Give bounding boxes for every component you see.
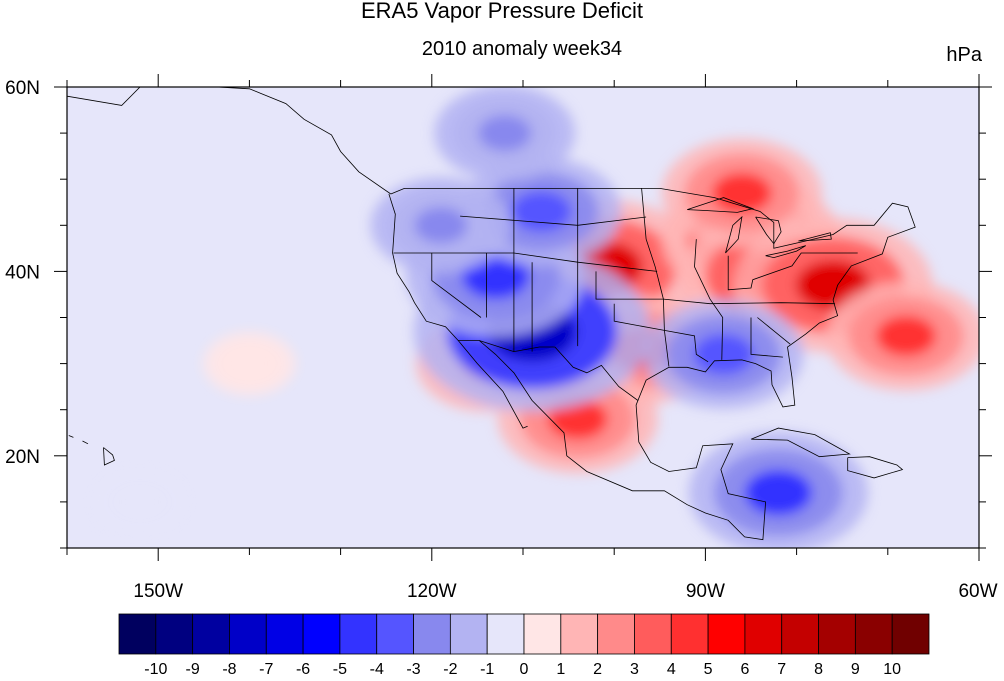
y-tick-label: 60N — [5, 78, 40, 99]
colorbar-swatch — [449, 613, 488, 655]
colorbar-swatch — [744, 613, 783, 655]
hawaii-outline — [103, 447, 115, 466]
cuba-outline — [750, 427, 851, 458]
axis-ticks: 150W 120W 90W 60W 60N 40N 20N — [5, 74, 998, 602]
anomaly-core-4 — [711, 172, 772, 214]
colorbar-label: -5 — [333, 661, 347, 678]
hawaii-outline — [68, 435, 74, 438]
anomaly-core-12 — [414, 207, 468, 244]
anomaly-field — [67, 87, 979, 548]
colorbar-label: -8 — [222, 661, 236, 678]
hispaniola-outline — [847, 456, 904, 479]
colorbar-label: -10 — [144, 661, 167, 678]
units-label: hPa — [946, 44, 982, 66]
colorbar-swatch — [486, 613, 525, 655]
lake-michigan — [725, 215, 743, 254]
us-outline — [388, 188, 916, 408]
colorbar-swatch — [302, 613, 341, 655]
colorbar-label: -9 — [186, 661, 200, 678]
state-line — [694, 239, 724, 360]
lake-superior — [687, 197, 755, 213]
colorbar-label: -7 — [259, 661, 273, 678]
y-tick-label: 40N — [5, 262, 40, 283]
state-line — [727, 252, 858, 291]
anomaly-core-11 — [511, 191, 572, 232]
x-tick-label: 120W — [407, 581, 457, 602]
anomaly-core-7 — [547, 398, 608, 440]
colorbar-label: -3 — [406, 661, 420, 678]
colorbar-swatch — [229, 613, 267, 655]
chart-subtitle: 2010 anomaly week34 — [421, 38, 623, 60]
mexico-outline — [478, 340, 767, 541]
state-line — [757, 317, 791, 345]
colorbar-swatch — [413, 613, 451, 655]
anomaly-core-5 — [876, 315, 937, 357]
x-tick-label: 90W — [686, 581, 725, 602]
colorbar-label: -2 — [443, 661, 457, 678]
colorbar-swatch — [854, 613, 893, 655]
colorbar-label: 2 — [593, 661, 602, 678]
pacific-coast-outline — [67, 87, 392, 195]
state-line — [641, 188, 670, 367]
colorbar-swatch — [192, 613, 230, 655]
colorbar-label: 0 — [520, 661, 529, 678]
colorbar-swatch — [339, 613, 378, 655]
colorbar-label: 3 — [630, 661, 639, 678]
colorbar-label: -1 — [480, 661, 494, 678]
colorbar-swatch — [818, 613, 856, 655]
colorbar-swatch — [670, 613, 709, 655]
colorbar-swatch — [597, 613, 635, 655]
colorbar-swatch — [707, 613, 746, 655]
x-tick-label: 60W — [958, 581, 997, 602]
colorbar-swatch — [781, 613, 819, 655]
colorbar-label: 1 — [556, 661, 565, 678]
anomaly-core-14 — [693, 333, 754, 375]
colorbar-label: 10 — [883, 661, 901, 678]
lake-ontario — [798, 232, 832, 242]
lake-huron — [755, 216, 782, 245]
baja-outline — [457, 340, 528, 429]
colorbar-swatch — [265, 613, 304, 655]
lake-erie — [765, 245, 806, 259]
colorbar-swatch — [891, 613, 930, 655]
state-line — [431, 253, 482, 318]
state-line — [393, 252, 658, 272]
chart-title: ERA5 Vapor Pressure Deficit — [360, 0, 644, 23]
coastline-overlay — [67, 87, 916, 541]
x-tick-label: 150W — [133, 581, 183, 602]
colorbar-label: 4 — [667, 661, 676, 678]
colorbar: -10 -9 -8 -7 -6 -5 -4 -3 -2 -1 0 1 2 3 4 5 6 7 8 9 10 — [118, 613, 930, 678]
anomaly-core-16 — [232, 351, 267, 376]
colorbar-label: 9 — [851, 661, 860, 678]
colorbar-swatch — [118, 613, 157, 655]
state-line — [750, 317, 783, 358]
colorbar-label: -6 — [296, 661, 310, 678]
anomaly-core-15 — [744, 469, 812, 516]
colorbar-label: 6 — [740, 661, 749, 678]
colorbar-swatch — [560, 613, 599, 655]
colorbar-label: 5 — [704, 661, 713, 678]
y-tick-label: 20N — [5, 447, 40, 468]
hawaii-outline — [82, 440, 89, 445]
state-line — [613, 303, 709, 363]
anomaly-core-17 — [122, 489, 158, 514]
colorbar-label: -4 — [370, 661, 384, 678]
colorbar-swatch — [634, 613, 672, 655]
state-line — [460, 215, 647, 226]
colorbar-label: 7 — [777, 661, 786, 678]
state-line — [595, 271, 835, 305]
anomaly-core-13 — [478, 115, 532, 152]
colorbar-swatch — [155, 613, 194, 655]
colorbar-swatch — [523, 613, 562, 655]
colorbar-label: 8 — [814, 661, 823, 678]
colorbar-swatch — [376, 613, 414, 655]
